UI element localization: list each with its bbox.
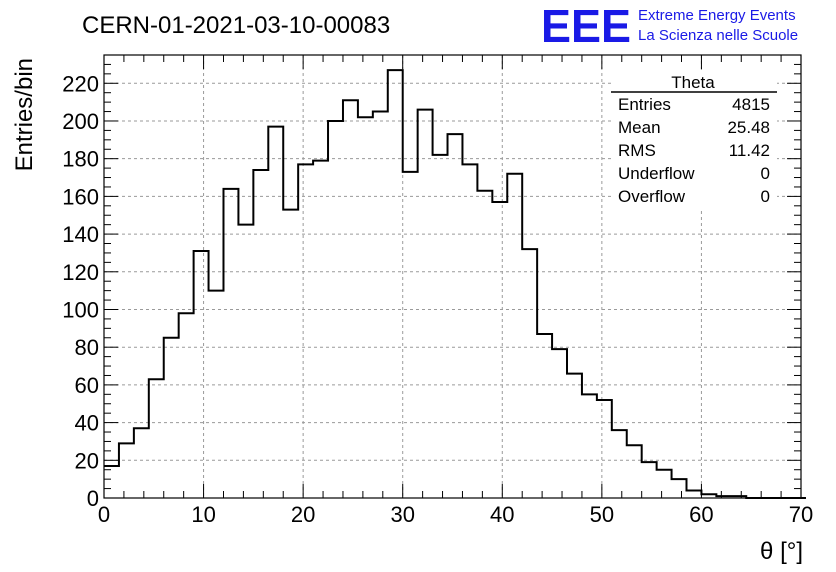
- stats-value-rms: 11.42: [729, 141, 770, 160]
- stats-row-mean: Mean 25.48: [618, 118, 770, 137]
- x-tick-label: 50: [590, 502, 614, 527]
- eee-logo-line1: Extreme Energy Events: [638, 7, 796, 24]
- stats-value-overflow: 0: [761, 187, 770, 206]
- y-tick-label: 220: [62, 71, 99, 96]
- stats-row-overflow: Overflow 0: [618, 187, 770, 206]
- y-tick-label: 60: [75, 373, 99, 398]
- plot-frame: [103, 54, 802, 499]
- stats-row-underflow: Underflow 0: [618, 164, 770, 183]
- x-tick-label: 20: [291, 502, 315, 527]
- stats-label-underflow: Underflow: [618, 164, 695, 183]
- y-axis-label: Entries/bin: [11, 58, 38, 171]
- stats-value-mean: 25.48: [727, 118, 770, 137]
- y-tick-label: 80: [75, 335, 99, 360]
- y-tick-label: 140: [62, 222, 99, 247]
- stats-box: Theta Entries 4815 Mean 25.48 RMS 11.42 …: [611, 70, 777, 210]
- stats-label-rms: RMS: [618, 141, 656, 160]
- stats-value-underflow: 0: [761, 164, 770, 183]
- stats-label-mean: Mean: [618, 118, 661, 137]
- eee-logo-line2: La Scienza nelle Scuole: [638, 27, 798, 44]
- stats-box-background: [611, 70, 777, 210]
- y-tick-label: 20: [75, 448, 99, 473]
- x-tick-labels: 0 10 20 30 40 50 60 70: [98, 502, 813, 527]
- y-tick-label: 40: [75, 411, 99, 436]
- y-tick-label: 180: [62, 147, 99, 172]
- x-tick-label: 40: [490, 502, 514, 527]
- y-tick-labels: 0 20 40 60 80 100 120 140 160 180 200 220: [62, 71, 99, 511]
- y-tick-label: 0: [87, 486, 99, 511]
- x-tick-label: 70: [789, 502, 813, 527]
- y-tick-label: 160: [62, 184, 99, 209]
- x-tick-label: 60: [689, 502, 713, 527]
- eee-logo-mark: EEE: [541, 0, 631, 52]
- histogram-outline: [104, 69, 806, 499]
- x-tick-label: 10: [191, 502, 215, 527]
- stats-row-rms: RMS 11.42: [618, 141, 770, 160]
- stats-label-entries: Entries: [618, 95, 671, 114]
- stats-label-overflow: Overflow: [618, 187, 686, 206]
- run-title: CERN-01-2021-03-10-00083: [82, 12, 390, 39]
- x-tick-label: 0: [98, 502, 110, 527]
- stats-box-title: Theta: [671, 73, 715, 92]
- stats-row-entries: Entries 4815: [618, 95, 770, 114]
- stats-value-entries: 4815: [732, 95, 770, 114]
- y-tick-label: 200: [62, 109, 99, 134]
- eee-logo: EEE Extreme Energy Events La Scienza nel…: [541, 0, 798, 52]
- y-tick-label: 120: [62, 260, 99, 285]
- y-tick-label: 100: [62, 297, 99, 322]
- x-tick-label: 30: [390, 502, 414, 527]
- axis-ticks: [103, 54, 802, 499]
- x-axis-label: θ [°]: [760, 538, 803, 565]
